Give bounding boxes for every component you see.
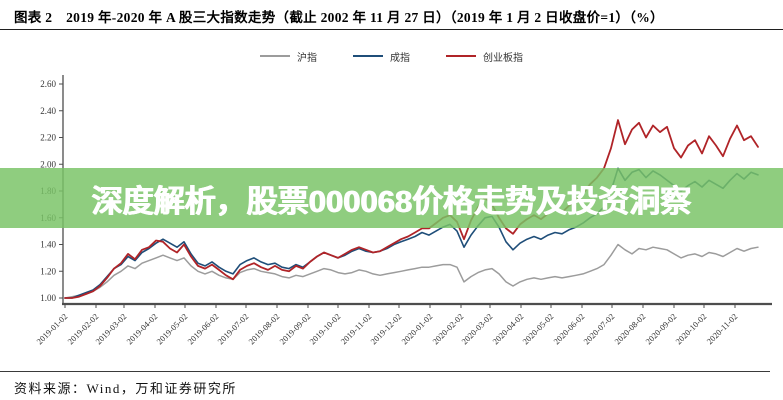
svg-text:2020-06-02: 2020-06-02 (551, 311, 586, 346)
svg-text:2.60: 2.60 (40, 79, 56, 89)
svg-text:2020-04-02: 2020-04-02 (490, 311, 525, 346)
svg-text:2020-10-02: 2020-10-02 (673, 311, 708, 346)
title-divider (0, 29, 783, 30)
svg-text:2020-07-02: 2020-07-02 (581, 311, 616, 346)
legend-line-swatch (446, 54, 476, 58)
figure-title: 图表 2 2019 年-2020 年 A 股三大指数走势（截止 2002 年 1… (14, 10, 664, 25)
svg-text:2019-05-02: 2019-05-02 (154, 311, 189, 346)
svg-text:2020-09-02: 2020-09-02 (643, 311, 678, 346)
svg-text:2020-05-02: 2020-05-02 (520, 311, 555, 346)
legend-item: 沪指 (260, 49, 317, 64)
legend-item: 成指 (353, 49, 410, 64)
legend-label: 沪指 (297, 52, 317, 64)
legend-line-swatch (353, 54, 383, 58)
svg-text:1.00: 1.00 (40, 293, 56, 303)
svg-text:2019-08-02: 2019-08-02 (246, 311, 281, 346)
svg-text:2020-08-02: 2020-08-02 (612, 311, 647, 346)
svg-text:2019-04-02: 2019-04-02 (124, 311, 159, 346)
watermark-text: 深度解析，股票000068价格走势及投资洞察 (91, 183, 692, 219)
svg-text:2019-06-02: 2019-06-02 (185, 311, 220, 346)
svg-text:2020-01-02: 2020-01-02 (399, 311, 434, 346)
legend-item: 创业板指 (446, 49, 523, 64)
legend-line-swatch (260, 54, 290, 58)
svg-text:2020-03-02: 2020-03-02 (459, 311, 494, 346)
footer-divider (0, 371, 770, 372)
svg-text:2019-11-02: 2019-11-02 (339, 311, 374, 346)
svg-text:2.40: 2.40 (40, 106, 56, 116)
svg-text:2020-11-02: 2020-11-02 (705, 311, 740, 346)
svg-text:2019-10-02: 2019-10-02 (307, 311, 342, 346)
svg-text:2019-12-02: 2019-12-02 (368, 311, 403, 346)
svg-text:1.20: 1.20 (40, 266, 56, 276)
svg-text:2019-01-02: 2019-01-02 (34, 311, 69, 346)
source-note: 资料来源：Wind，万和证券研究所 (14, 381, 237, 396)
svg-text:2019-09-02: 2019-09-02 (277, 311, 312, 346)
svg-text:2019-07-02: 2019-07-02 (215, 311, 250, 346)
legend-label: 成指 (390, 52, 410, 64)
legend-label: 创业板指 (483, 52, 523, 64)
chart-legend: 沪指 成指 创业板指 (0, 49, 783, 64)
svg-text:2.20: 2.20 (40, 133, 56, 143)
svg-text:1.40: 1.40 (40, 240, 56, 250)
svg-text:2.00: 2.00 (40, 159, 56, 169)
watermark-overlay: 深度解析，股票000068价格走势及投资洞察 (0, 168, 783, 228)
